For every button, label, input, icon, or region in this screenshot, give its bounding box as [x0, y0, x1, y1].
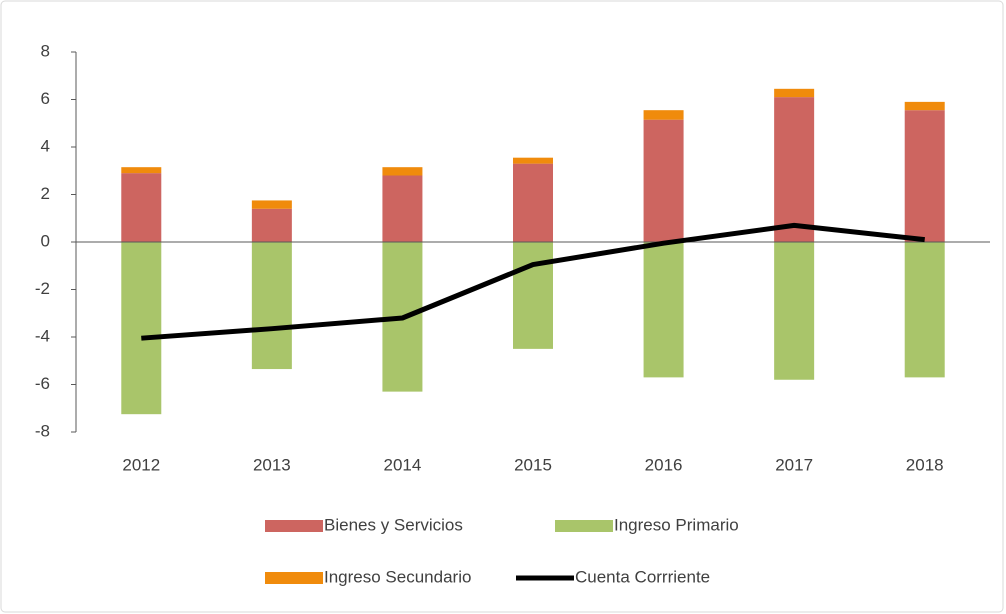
x-tick-label: 2015: [514, 455, 552, 474]
bar-segment: [251, 208, 292, 242]
line-series: [141, 222, 925, 341]
legend-key: [265, 572, 323, 584]
bar-segment: [513, 163, 553, 242]
legend-label: Ingreso Primario: [614, 515, 739, 534]
bar-segment: [121, 167, 162, 174]
bar-segment: [382, 167, 423, 176]
bar-segment: [774, 88, 815, 98]
x-tick-label: 2017: [775, 455, 813, 474]
x-tick-label: 2014: [384, 455, 422, 474]
bar-segment: [121, 242, 162, 415]
bar-segment: [643, 242, 684, 378]
bar-segment: [774, 97, 815, 242]
y-tick-label: -4: [35, 326, 50, 345]
y-tick-label: 6: [41, 89, 50, 108]
bar-segment: [774, 242, 815, 380]
bar-segment: [251, 242, 292, 370]
bar-segment: [904, 110, 945, 242]
y-tick-label: 4: [41, 136, 50, 155]
x-tick-label: 2018: [906, 455, 944, 474]
bar-segment: [513, 157, 553, 164]
legend-label: Cuenta Corrriente: [575, 567, 710, 586]
legend-label: Bienes y Servicios: [324, 515, 463, 534]
x-tick-label: 2012: [122, 455, 160, 474]
y-tick-label: -2: [35, 279, 50, 298]
x-tick-label: 2016: [645, 455, 683, 474]
x-tick-label: 2013: [253, 455, 291, 474]
bar-segment: [643, 119, 684, 242]
bar-segment: [382, 175, 423, 242]
bar-segment: [643, 110, 684, 120]
y-tick-label: -6: [35, 374, 50, 393]
y-tick-label: 0: [41, 231, 50, 250]
y-tick-label: -8: [35, 421, 50, 440]
y-tick-label: 8: [41, 41, 50, 60]
legend-label: Ingreso Secundario: [324, 567, 471, 586]
bar-segment: [513, 242, 553, 349]
bar-segment: [904, 242, 945, 378]
bar-segment: [121, 173, 162, 242]
legend-key: [555, 520, 613, 532]
legend-key: [265, 520, 323, 532]
bar-segment: [251, 200, 292, 209]
y-tick-label: 2: [41, 184, 50, 203]
bar-segment: [904, 101, 945, 111]
